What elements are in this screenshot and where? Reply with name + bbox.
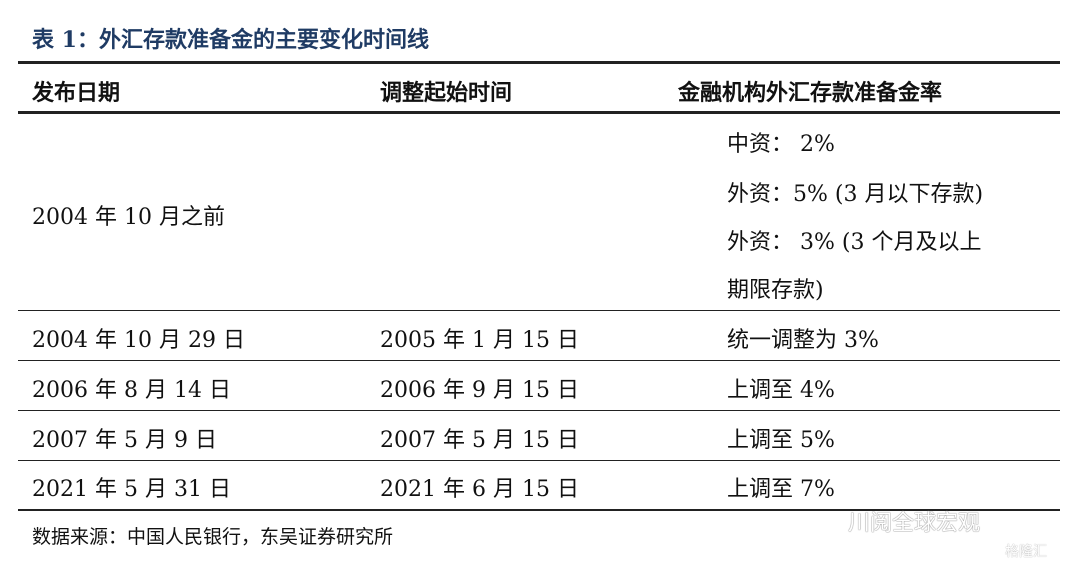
row-rate: 统一调整为 3% bbox=[727, 328, 879, 353]
source-note: 数据来源：中国人民银行，东吴证券研究所 bbox=[32, 526, 394, 548]
table-title: 表 1：外汇存款准备金的主要变化时间线 bbox=[32, 27, 429, 53]
row-rate-line: 外资： 3% (3 个月及以上 bbox=[727, 230, 982, 255]
row-divider bbox=[18, 310, 1060, 311]
row-rate-line: 期限存款) bbox=[727, 278, 824, 303]
row-start: 2006 年 9 月 15 日 bbox=[380, 378, 579, 403]
row-start: 2021 年 6 月 15 日 bbox=[380, 477, 579, 502]
bottom-rule bbox=[18, 509, 1060, 511]
row-rate-line: 外资：5% (3 月以下存款) bbox=[727, 182, 984, 207]
header-publish-date: 发布日期 bbox=[32, 80, 121, 106]
row-start: 2005 年 1 月 15 日 bbox=[380, 328, 579, 353]
header-reserve-ratio: 金融机构外汇存款准备金率 bbox=[678, 80, 943, 106]
row-date: 2004 年 10 月 29 日 bbox=[32, 328, 245, 353]
row-start: 2007 年 5 月 15 日 bbox=[380, 428, 579, 453]
row-divider bbox=[18, 460, 1060, 461]
watermark-secondary: 格隆汇 bbox=[1005, 544, 1047, 560]
header-start-time: 调整起始时间 bbox=[380, 80, 513, 106]
row-date: 2006 年 8 月 14 日 bbox=[32, 378, 231, 403]
top-rule bbox=[18, 61, 1060, 64]
row-rate: 上调至 4% bbox=[727, 378, 835, 403]
row-divider bbox=[18, 410, 1060, 411]
watermark: 川阅全球宏观 bbox=[848, 511, 981, 536]
header-rule bbox=[18, 111, 1060, 114]
row-date: 2007 年 5 月 9 日 bbox=[32, 428, 217, 453]
row-divider bbox=[18, 360, 1060, 361]
row-rate: 上调至 7% bbox=[727, 477, 835, 502]
row-date: 2004 年 10 月之前 bbox=[32, 205, 225, 230]
row-rate-line: 中资： 2% bbox=[727, 132, 835, 157]
row-rate: 上调至 5% bbox=[727, 428, 835, 453]
row-date: 2021 年 5 月 31 日 bbox=[32, 477, 231, 502]
